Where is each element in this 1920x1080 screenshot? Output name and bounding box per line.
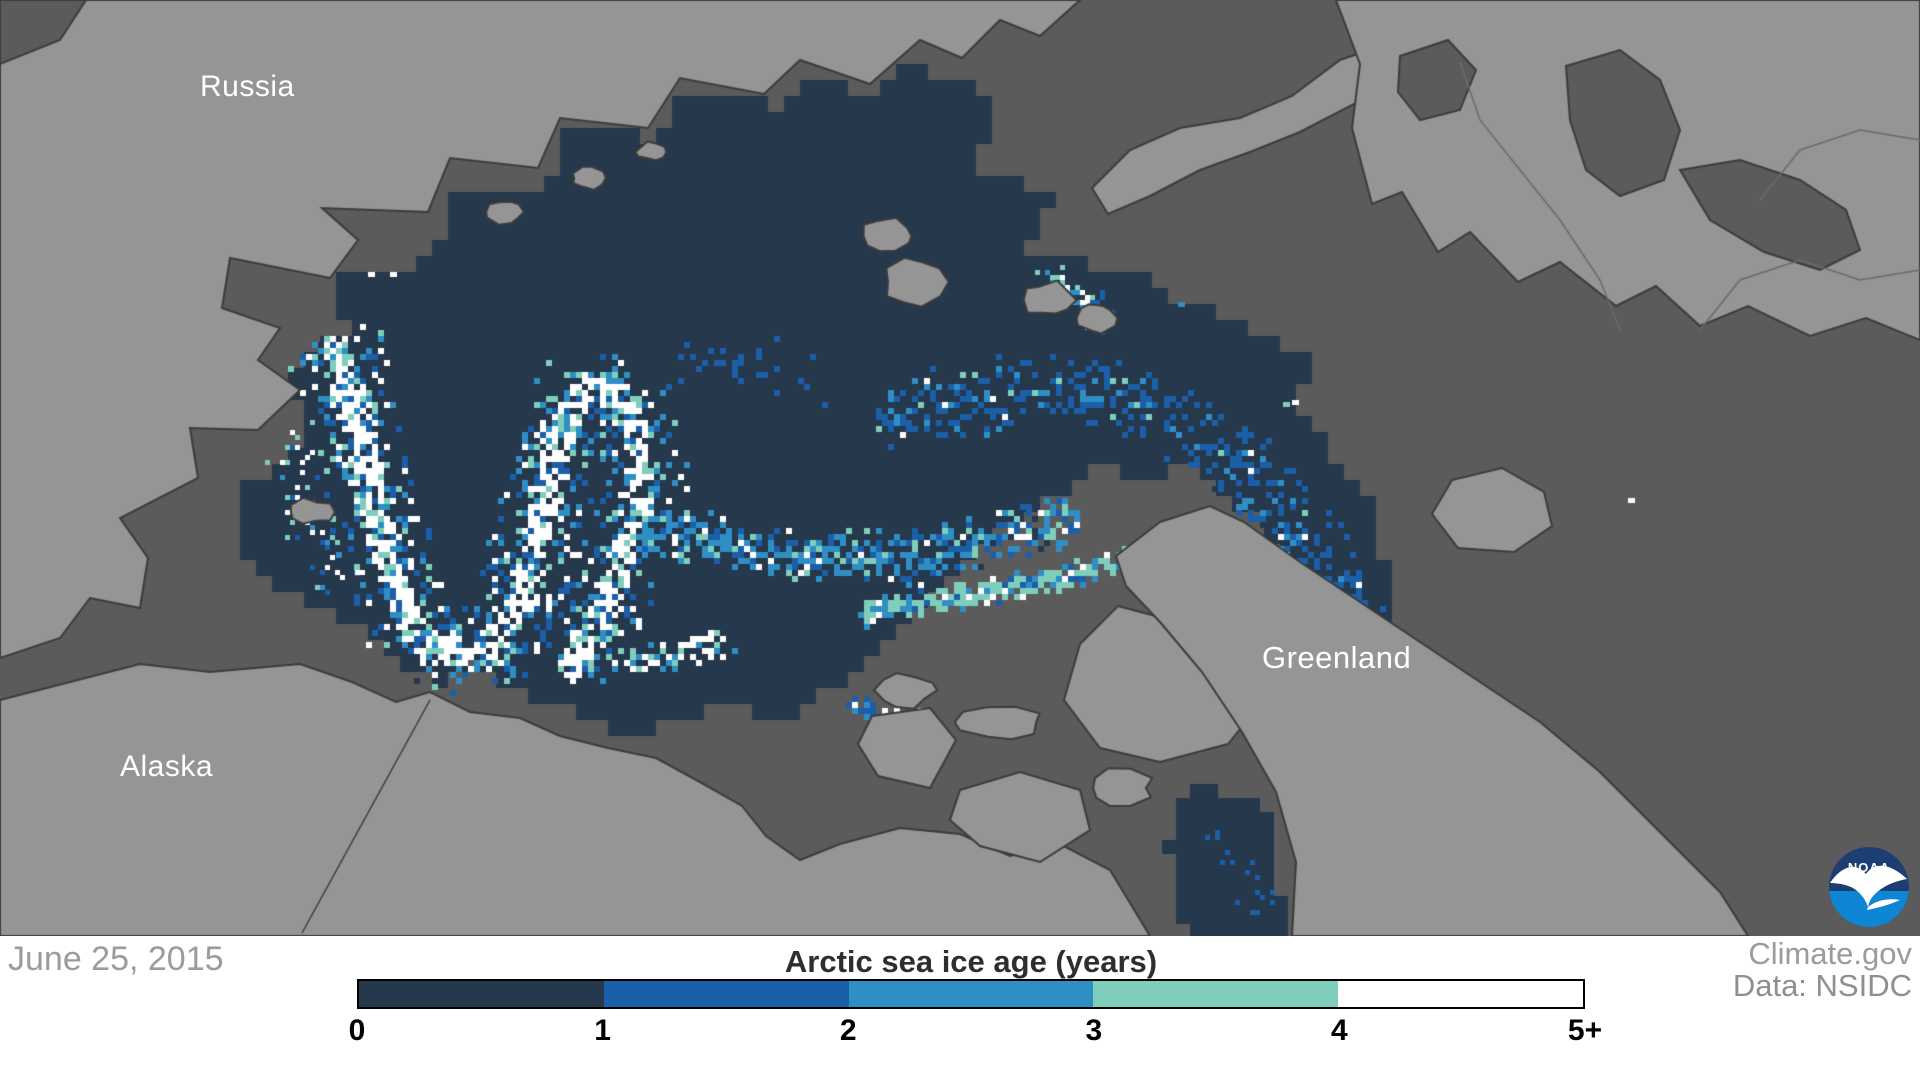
- ice-age-legend: Arctic sea ice age (years) 0 1 2 3 4 5+: [349, 936, 1602, 1080]
- tick-3: 3: [1085, 1014, 1103, 1047]
- credit-source: Climate.gov: [1748, 936, 1912, 971]
- tick-2: 2: [839, 1014, 857, 1047]
- colorbar-segment-1-2: [603, 981, 849, 1007]
- credit-data: Data: NSIDC: [1732, 968, 1912, 1003]
- map-label-greenland: Greenland: [1262, 640, 1412, 675]
- noaa-logo-text: NOAA: [1848, 860, 1890, 875]
- arctic-map: Russia Alaska Greenland NOAA: [0, 0, 1920, 936]
- legend-title: Arctic sea ice age (years): [784, 944, 1158, 979]
- credits: Climate.gov Data: NSIDC: [1733, 938, 1912, 1002]
- ice-age-colorbar: [357, 979, 1585, 1009]
- colorbar-segment-3-4: [1093, 981, 1339, 1007]
- noaa-gull-tail: [1867, 899, 1900, 910]
- tick-0: 0: [348, 1014, 366, 1047]
- colorbar-segment-2-3: [848, 981, 1094, 1007]
- tick-4: 4: [1331, 1014, 1348, 1047]
- colorbar-ticks: 0 1 2 3 4 5+: [349, 1014, 1602, 1054]
- colorbar-segment-4-5plus: [1338, 981, 1583, 1007]
- noaa-gull-icon: [1830, 865, 1907, 907]
- map-label-russia: Russia: [200, 70, 295, 103]
- tick-5plus: 5+: [1567, 1014, 1603, 1047]
- date-label: June 25, 2015: [8, 940, 224, 978]
- arctic-map-canvas: [0, 0, 1920, 936]
- tick-1: 1: [594, 1014, 611, 1047]
- noaa-logo: NOAA: [1829, 847, 1909, 928]
- footer-bar: June 25, 2015 Arctic sea ice age (years)…: [0, 936, 1920, 1080]
- map-label-alaska: Alaska: [120, 750, 214, 783]
- colorbar-segment-0-1: [359, 981, 604, 1007]
